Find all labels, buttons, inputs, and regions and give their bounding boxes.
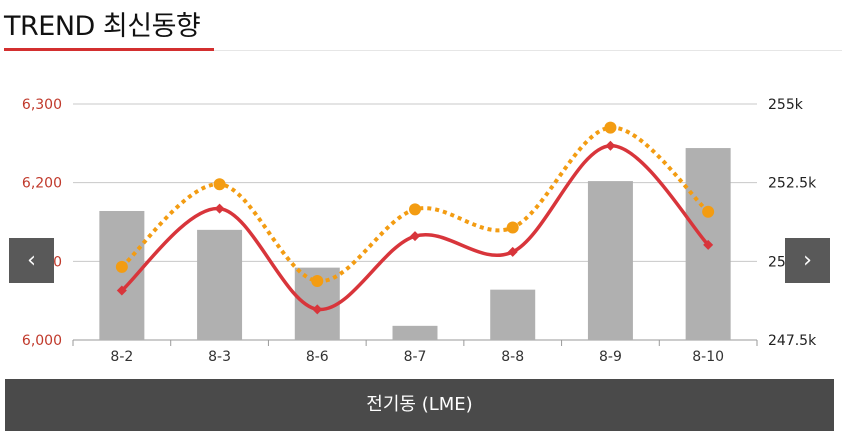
header-divider bbox=[214, 50, 842, 51]
bar bbox=[197, 229, 243, 340]
left-axis-tick-label: 6,300 bbox=[22, 97, 62, 113]
solid-series-point bbox=[507, 246, 518, 257]
left-axis-tick-label: 6,200 bbox=[22, 176, 62, 192]
x-axis-tick-label: 8-3 bbox=[208, 349, 231, 365]
dotted-series-point bbox=[702, 205, 715, 218]
x-axis-tick-label: 8-2 bbox=[110, 349, 133, 365]
x-axis-tick-label: 8-10 bbox=[692, 349, 724, 365]
left-axis-tick-label: 6,000 bbox=[22, 333, 62, 349]
x-axis-tick-label: 8-8 bbox=[501, 349, 524, 365]
bar bbox=[490, 289, 536, 340]
right-axis-tick-label: 247.5k bbox=[768, 333, 817, 349]
x-axis-tick-label: 8-7 bbox=[404, 349, 427, 365]
x-axis-tick-label: 8-6 bbox=[306, 349, 329, 365]
title-underline bbox=[4, 48, 214, 51]
bar bbox=[587, 181, 633, 340]
dotted-series-point bbox=[409, 203, 421, 216]
right-axis-tick-label: 252.5k bbox=[768, 176, 817, 192]
solid-series-point bbox=[312, 304, 323, 315]
solid-series-point bbox=[410, 231, 420, 242]
line-series bbox=[115, 121, 715, 315]
solid-series-point bbox=[703, 239, 714, 250]
bar bbox=[392, 325, 438, 340]
next-button[interactable]: › bbox=[785, 238, 830, 283]
grid-lines bbox=[72, 103, 758, 346]
dotted-series-point bbox=[506, 221, 519, 234]
chart-caption-bar: 전기동 (LME) bbox=[5, 379, 834, 431]
solid-series-point bbox=[116, 285, 127, 296]
right-axis-tick-label: 255k bbox=[768, 97, 804, 113]
bar-series bbox=[99, 148, 731, 340]
trend-chart: 6,0006,1006,2006,300247.5k250k252.5k255k… bbox=[22, 97, 817, 365]
prev-button[interactable]: ‹ bbox=[9, 238, 54, 283]
axis-labels: 6,0006,1006,2006,300247.5k250k252.5k255k… bbox=[22, 97, 817, 365]
dotted-series-point bbox=[115, 260, 128, 273]
dotted-series-point bbox=[604, 121, 617, 134]
dotted-series-point bbox=[311, 275, 324, 287]
page-title: TREND 최신동향 bbox=[4, 11, 201, 42]
x-axis-tick-label: 8-9 bbox=[599, 349, 622, 365]
solid-series-point bbox=[214, 203, 225, 214]
dotted-series-point bbox=[213, 178, 226, 191]
solid-series-point bbox=[605, 140, 616, 151]
